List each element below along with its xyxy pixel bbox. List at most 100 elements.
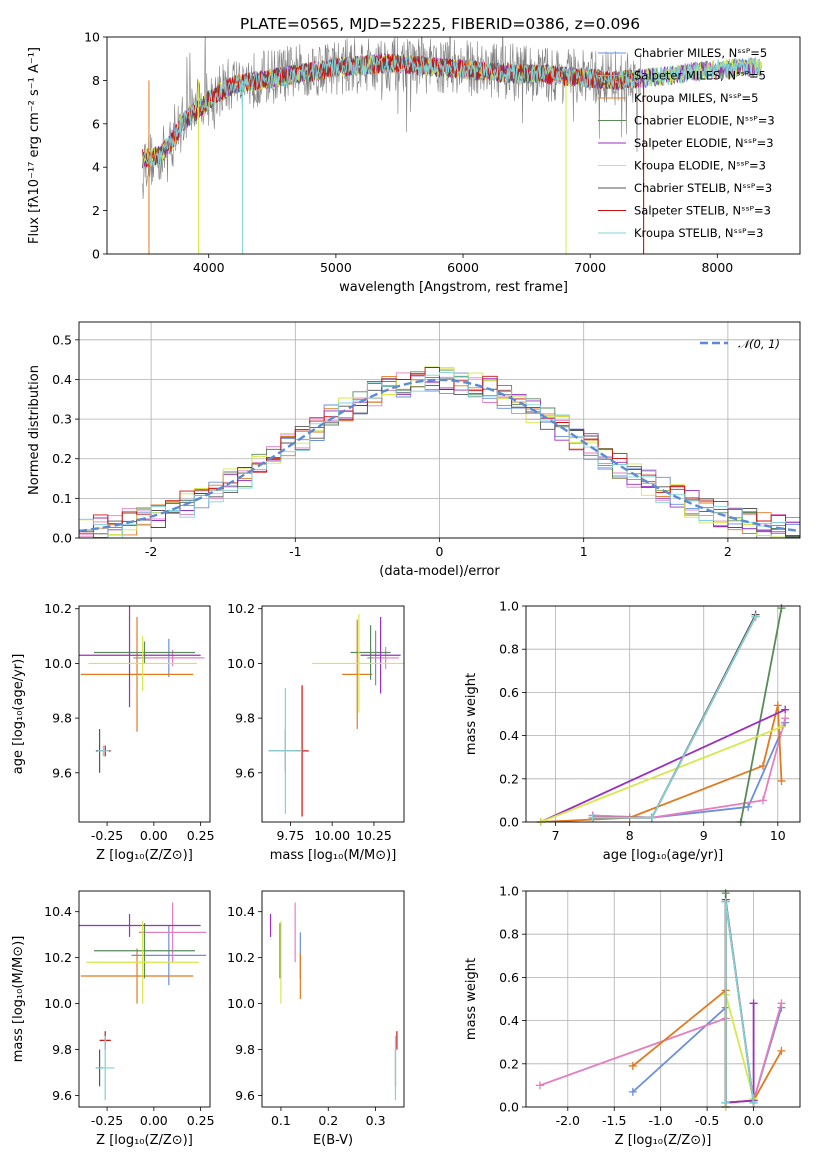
x-tick-label: 0 xyxy=(436,544,444,559)
y-axis-label: age [log₁₀(age/yr)] xyxy=(11,654,26,775)
legend-label: Salpeter STELIB, Nˢˢᴾ=3 xyxy=(634,204,771,218)
x-tick-label: 1 xyxy=(580,544,588,559)
y-tick-label: 10.4 xyxy=(227,904,255,919)
x-tick-label: 0.1 xyxy=(271,1113,291,1128)
mass-weight-marker xyxy=(758,761,767,770)
mass-weight-marker xyxy=(773,701,782,710)
y-tick-label: 0.0 xyxy=(52,531,72,546)
axes-frame xyxy=(261,605,405,823)
mass-weight-marker xyxy=(588,813,597,822)
spectrum-model-line xyxy=(142,55,762,167)
axes-frame xyxy=(525,890,801,1108)
x-tick-label: 6000 xyxy=(447,260,479,275)
y-tick-label: 10.0 xyxy=(227,656,255,671)
histogram-step xyxy=(79,366,800,538)
axes-frame xyxy=(78,605,211,823)
x-tick-label: -1 xyxy=(289,544,301,559)
y-axis-label: Normed distribution xyxy=(27,365,42,495)
y-tick-label: 0.3 xyxy=(52,412,72,427)
mass-weight-marker xyxy=(749,999,758,1008)
y-tick-label: 1.0 xyxy=(499,884,519,899)
x-axis-label: Z [log₁₀(Z/Z⊙)] xyxy=(96,848,193,863)
y-axis-label: mass weight xyxy=(464,958,479,1040)
mass-weight-marker xyxy=(777,776,786,785)
mass-weight-marker xyxy=(628,1087,637,1096)
axes-frame xyxy=(78,321,801,539)
y-tick-label: 9.8 xyxy=(52,711,72,726)
mass-weight-marker xyxy=(751,612,760,621)
y-tick-label: 0.0 xyxy=(499,1100,519,1115)
x-tick-label: 2 xyxy=(724,544,732,559)
mass-weight-line xyxy=(724,901,755,1103)
histogram-step xyxy=(79,367,800,538)
y-tick-label: 8 xyxy=(92,73,100,88)
legend-label: 𝒩(0, 1) xyxy=(738,337,780,351)
legend-label: Chabrier ELODIE, Nˢˢᴾ=3 xyxy=(634,114,775,128)
x-tick-label: 10 xyxy=(770,828,786,843)
axes-frame xyxy=(261,890,405,1108)
x-tick-label: 0.25 xyxy=(187,1113,215,1128)
y-tick-label: 0.4 xyxy=(499,728,519,743)
y-tick-label: 9.8 xyxy=(235,1042,255,1057)
y-tick-label: 0.2 xyxy=(52,451,72,466)
y-tick-label: 10.0 xyxy=(44,996,72,1011)
y-tick-label: 10.2 xyxy=(44,950,72,965)
x-axis-label: (data-model)/error xyxy=(379,564,500,579)
y-axis-label: mass weight xyxy=(464,673,479,755)
y-tick-label: 0.4 xyxy=(499,1013,519,1028)
mass-weight-line xyxy=(739,608,783,822)
mass-weight-marker xyxy=(721,897,730,906)
x-tick-label: 7 xyxy=(552,828,560,843)
panel-mass_vs_Z: -0.25 0.00 0.25 9.6 9.8 10.0 10.2 10.4 Z [log₁₀(… xyxy=(11,890,215,1148)
x-tick-label: 7000 xyxy=(574,260,606,275)
y-tick-label: 4 xyxy=(92,160,100,175)
y-tick-label: 2 xyxy=(92,203,100,218)
y-tick-label: 10.0 xyxy=(44,656,72,671)
panel-mass_weight_vs_age: 7 8 9 10 0.0 0.2 0.4 0.6 0.8 1.0 age [log₁₀(age/yr… xyxy=(464,599,801,863)
y-tick-label: 10.2 xyxy=(227,601,255,616)
x-tick-label: 8 xyxy=(626,828,634,843)
y-axis-label: mass [log₁₀(M/M⊙)] xyxy=(11,936,26,1063)
y-tick-label: 10.2 xyxy=(44,601,72,616)
mass-weight-marker xyxy=(721,1098,730,1107)
y-tick-label: 9.6 xyxy=(52,765,72,780)
y-axis-label: Flux [fλ10⁻¹⁷ erg cm⁻² s⁻¹ A⁻¹] xyxy=(27,47,42,244)
panel-mass_weight_vs_Z: -2.0 -1.5 -1.0 -0.5 0.0 0.0 0.2 0.4 0.6 0.8 1.0 Z [… xyxy=(464,884,801,1148)
mass-weight-line xyxy=(540,726,782,822)
y-tick-label: 9.8 xyxy=(235,711,255,726)
mass-weight-marker xyxy=(744,802,753,811)
mass-weight-line xyxy=(724,994,755,1107)
x-tick-label: -0.25 xyxy=(91,828,123,843)
y-tick-label: 0.6 xyxy=(499,970,519,985)
mass-weight-marker xyxy=(777,722,786,731)
x-tick-label: -1.5 xyxy=(602,1113,626,1128)
gaussian-curve xyxy=(78,378,801,533)
legend-label: Chabrier MILES, Nˢˢᴾ=5 xyxy=(634,46,767,60)
mass-weight-marker xyxy=(777,1046,786,1055)
x-tick-label: 0.2 xyxy=(318,1113,338,1128)
mass-weight-line xyxy=(592,718,787,819)
x-tick-label: 0.0 xyxy=(744,1113,764,1128)
x-axis-label: Z [log₁₀(Z/Z⊙)] xyxy=(615,1133,712,1148)
y-tick-label: 10.0 xyxy=(227,996,255,1011)
x-axis-label: E(B-V) xyxy=(313,1133,353,1148)
y-tick-label: 0.5 xyxy=(52,332,72,347)
y-tick-label: 10 xyxy=(84,30,100,45)
panel-age_vs_mass: 9.75 10.00 10.25 9.6 9.8 10.0 10.2 mass [log₁₀(… xyxy=(227,601,405,863)
y-tick-label: 0.4 xyxy=(52,372,72,387)
x-tick-label: 5000 xyxy=(320,260,352,275)
x-tick-label: -2.0 xyxy=(556,1113,580,1128)
mass-weight-marker xyxy=(758,796,767,805)
legend-label: Salpeter MILES, Nˢˢᴾ=5 xyxy=(634,69,766,83)
axes-frame xyxy=(106,36,801,255)
histogram-step xyxy=(79,371,800,538)
mass-weight-marker xyxy=(777,999,786,1008)
y-tick-label: 0 xyxy=(92,247,100,262)
mass-weight-marker xyxy=(628,1061,637,1070)
x-tick-label: 0.00 xyxy=(140,828,168,843)
x-tick-label: 10.00 xyxy=(314,828,350,843)
legend-label: Salpeter ELODIE, Nˢˢᴾ=3 xyxy=(634,136,774,150)
figure-title: PLATE=0565, MJD=52225, FIBERID=0386, z=0… xyxy=(240,15,640,33)
